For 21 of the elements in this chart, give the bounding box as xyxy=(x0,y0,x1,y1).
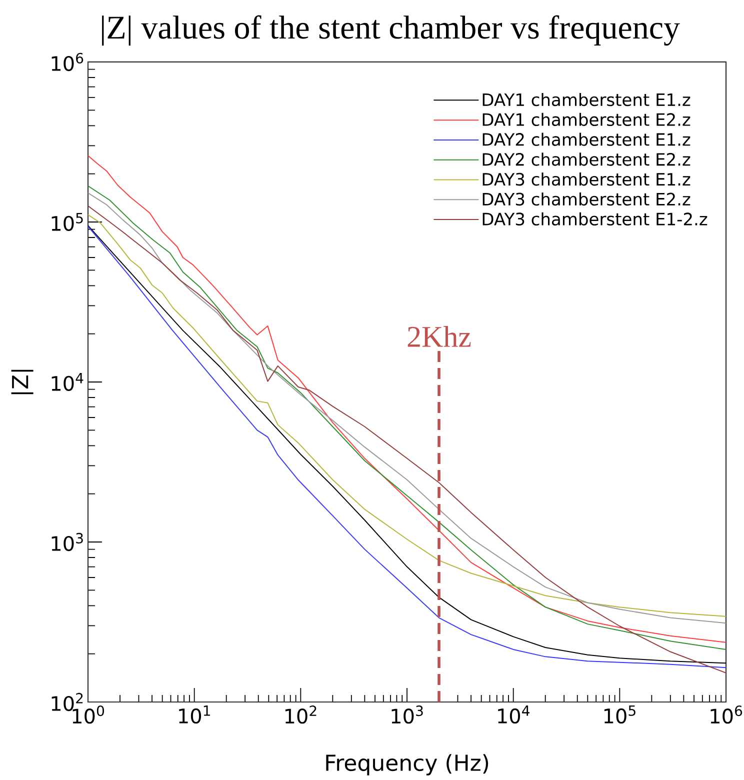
y-tick-label: 10$^{5}$ xyxy=(52,213,83,231)
legend-label: DAY1 chamberstent E1.z xyxy=(482,92,690,106)
ref-line-label: 2Khz xyxy=(408,326,471,347)
x-axis-title: Frequency (Hz) xyxy=(326,754,488,776)
x-tick-label: 10$^{4}$ xyxy=(498,706,530,724)
legend-label: DAY2 chamberstent E1.z xyxy=(482,132,690,146)
y-tick-label: 10$^{6}$ xyxy=(52,52,84,72)
x-tick-label: 10$^{2}$ xyxy=(285,706,316,724)
x-tick-label: 10$^{1}$ xyxy=(179,706,210,724)
legend-label: DAY3 chamberstent E2.z xyxy=(482,192,690,206)
y-tick-label: 10$^{3}$ xyxy=(52,532,83,552)
legend-label: DAY3 chamberstent E1.z xyxy=(482,172,690,186)
legend-label: DAY1 chamberstent E2.z xyxy=(482,112,690,126)
chart-title: |Z| values of the stent chamber vs frequency xyxy=(102,15,680,46)
y-tick-label: 10$^{4}$ xyxy=(52,373,84,391)
x-tick-label: 10$^{3}$ xyxy=(392,706,423,724)
legend-label: DAY3 chamberstent E1-2.z xyxy=(482,212,708,226)
x-tick-label: 10$^{5}$ xyxy=(604,706,636,724)
y-axis-title: |Z| xyxy=(11,370,34,394)
legend-label: DAY2 chamberstent E2.z xyxy=(482,152,690,166)
x-tick-label: 10$^{6}$ xyxy=(710,706,742,724)
